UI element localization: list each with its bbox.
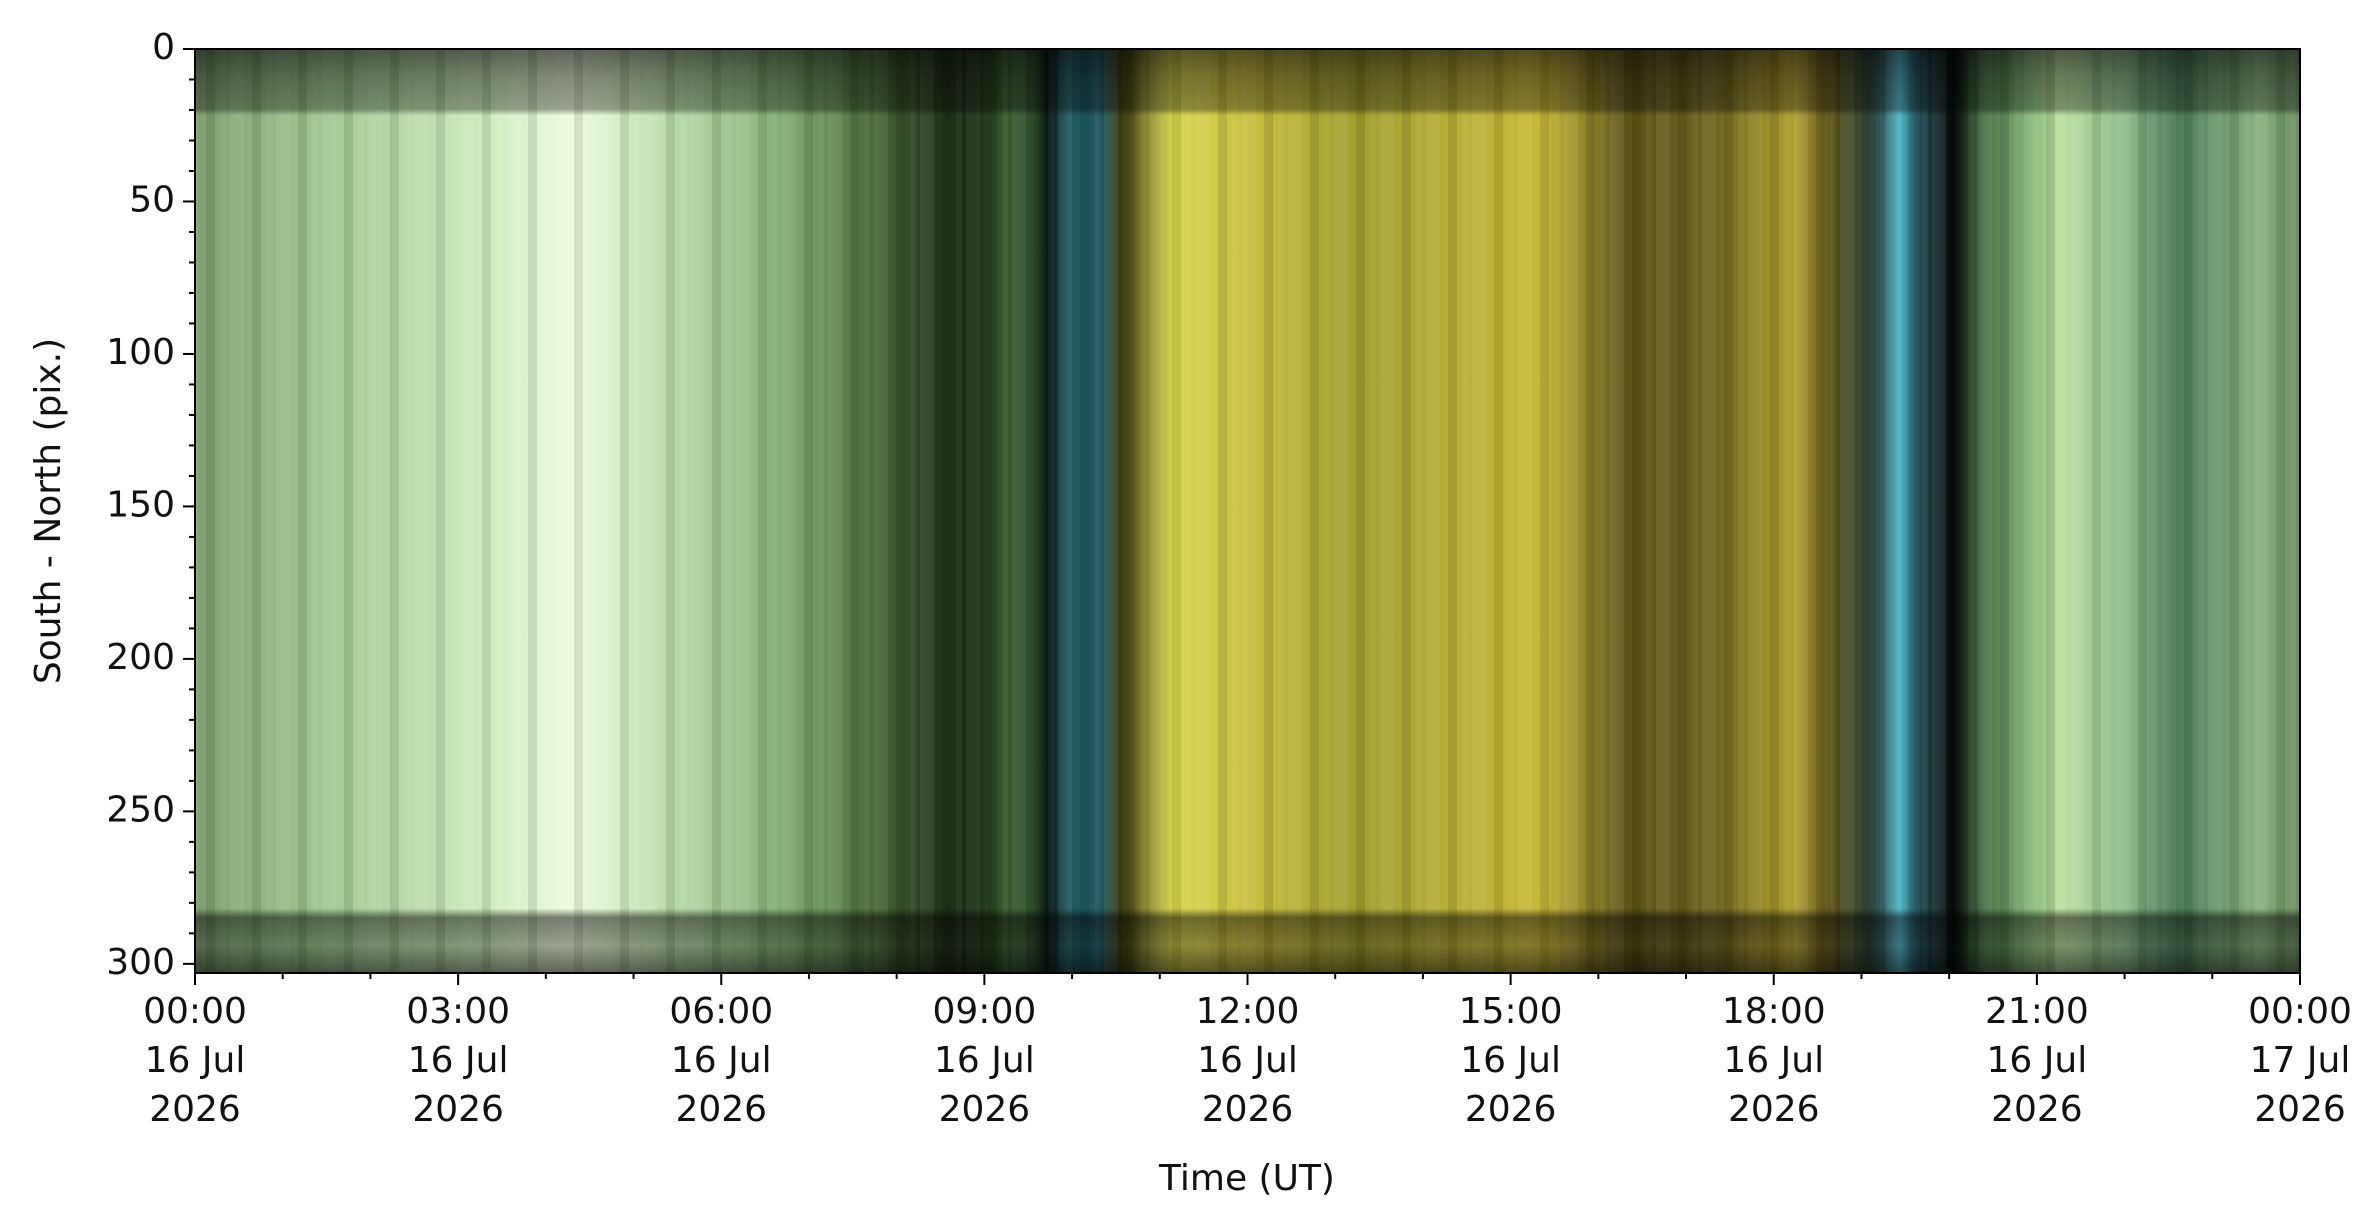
x-tick-label-line: 16 Jul: [145, 1040, 246, 1081]
image-edges: [195, 49, 2300, 973]
x-tick-label-line: 16 Jul: [1197, 1040, 1298, 1081]
y-tick-label: 50: [129, 179, 175, 220]
x-tick-label-line: 15:00: [1459, 991, 1563, 1032]
x-tick-label-line: 17 Jul: [2250, 1040, 2351, 1081]
x-tick-label-line: 2026: [2254, 1089, 2346, 1130]
x-tick-label-line: 16 Jul: [1723, 1040, 1824, 1081]
x-tick-label-line: 00:00: [2248, 991, 2352, 1032]
x-tick-label: 09:00 16 Jul 2026: [933, 991, 1037, 1130]
x-tick-label-line: 2026: [1202, 1089, 1294, 1130]
x-tick-label-line: 2026: [149, 1089, 241, 1130]
y-tick-label: 100: [106, 332, 175, 373]
x-tick-label-line: 18:00: [1722, 991, 1826, 1032]
x-tick-label-line: 16 Jul: [671, 1040, 772, 1081]
x-tick-label: 18:00 16 Jul 2026: [1722, 991, 1826, 1130]
x-tick-label-line: 2026: [1465, 1089, 1557, 1130]
x-tick-label: 12:00 16 Jul 2026: [1196, 991, 1300, 1130]
y-tick-label: 150: [106, 484, 175, 525]
x-tick-label-line: 12:00: [1196, 991, 1300, 1032]
x-tick-label-line: 2026: [1991, 1089, 2083, 1130]
x-tick-label: 06:00 16 Jul 2026: [669, 991, 773, 1130]
x-tick-label-line: 16 Jul: [1987, 1040, 2088, 1081]
x-tick-label-line: 16 Jul: [1460, 1040, 1561, 1081]
x-tick-label-line: 16 Jul: [934, 1040, 1035, 1081]
y-tick-label: 200: [106, 637, 175, 678]
x-tick-label: 03:00 16 Jul 2026: [406, 991, 510, 1130]
y-tick-label: 0: [152, 27, 175, 68]
x-tick-label-line: 2026: [939, 1089, 1031, 1130]
x-tick-label-line: 2026: [412, 1089, 504, 1130]
x-tick-label: 21:00 16 Jul 2026: [1985, 991, 2089, 1130]
x-tick-label-line: 16 Jul: [408, 1040, 509, 1081]
x-tick-label-line: 09:00: [933, 991, 1037, 1032]
x-tick-label: 00:00 16 Jul 2026: [143, 991, 247, 1130]
y-tick-label: 300: [106, 942, 175, 983]
x-tick-label: 15:00 16 Jul 2026: [1459, 991, 1563, 1130]
x-axis-title: Time (UT): [1158, 1158, 1335, 1199]
keogram-image: [195, 49, 2300, 973]
x-tick-label: 00:00 17 Jul 2026: [2248, 991, 2352, 1130]
x-tick-label-line: 21:00: [1985, 991, 2089, 1032]
x-tick-label-line: 03:00: [406, 991, 510, 1032]
y-axis-title: South - North (pix.): [28, 338, 69, 684]
x-tick-label-line: 06:00: [669, 991, 773, 1032]
y-tick-label: 250: [106, 789, 175, 830]
x-tick-label-line: 2026: [675, 1089, 767, 1130]
x-tick-label-line: 2026: [1728, 1089, 1820, 1130]
x-tick-label-line: 00:00: [143, 991, 247, 1032]
